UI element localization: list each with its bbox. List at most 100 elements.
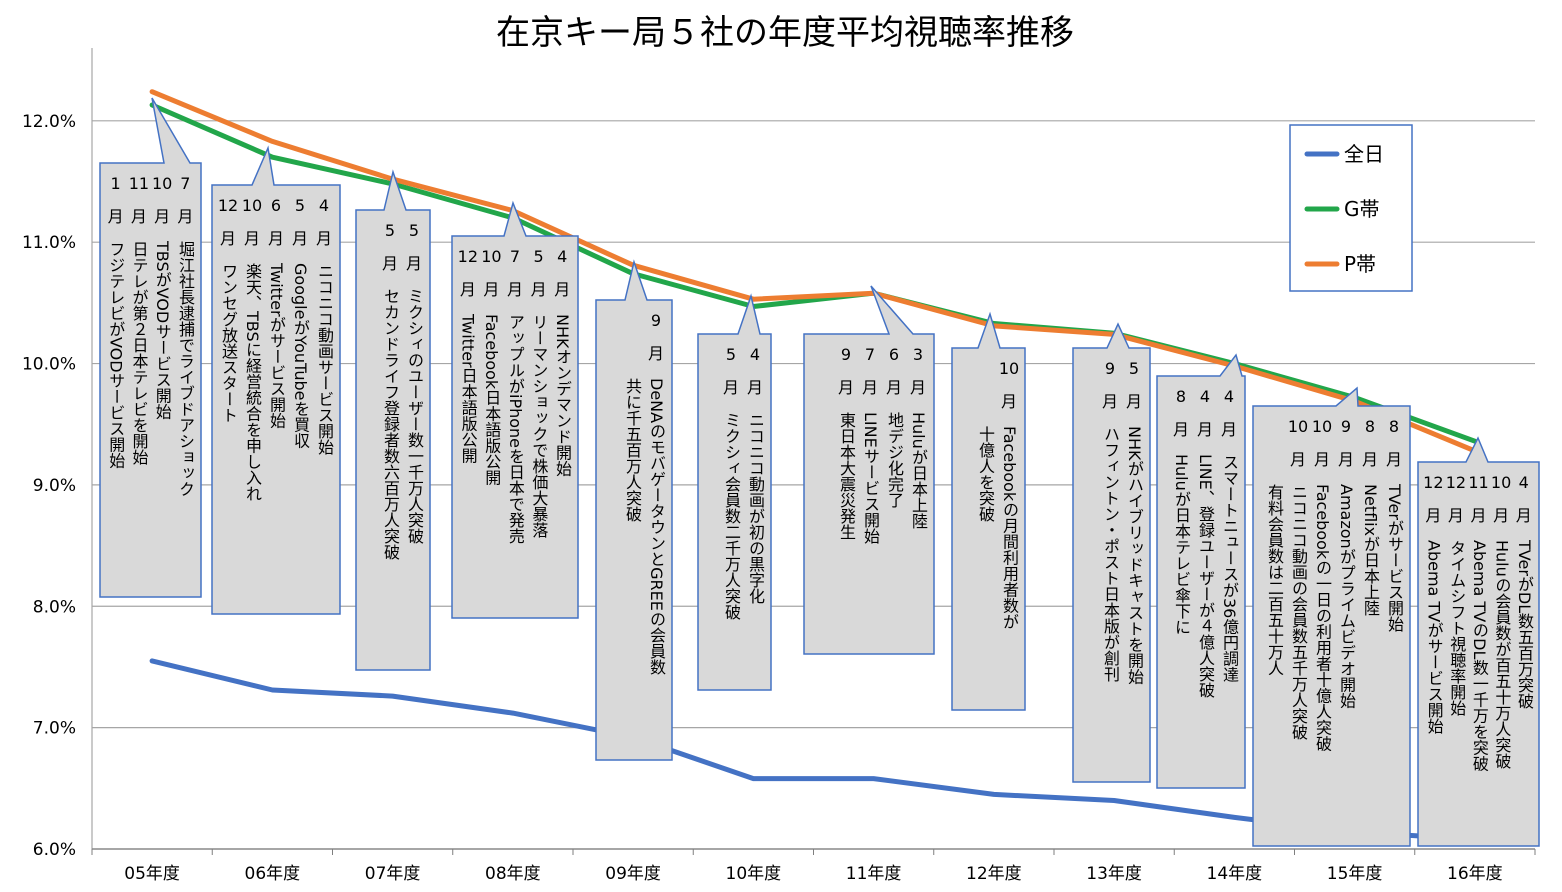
month-unit: 月 xyxy=(507,280,524,299)
month-number: 1 xyxy=(110,174,121,193)
annotation-line: ニコニコ動画サービス開始 xyxy=(315,263,334,455)
y-tick-label: 8.0% xyxy=(33,597,76,617)
month-unit: 月 xyxy=(107,207,124,226)
annotation-box xyxy=(211,145,341,615)
annotation-text: Facebookの月間利用者数が 十億人を突破 xyxy=(973,426,1021,629)
month-number: 12 xyxy=(457,247,478,266)
legend: 全日 G帯 P帯 xyxy=(1289,124,1413,292)
month-number: 5 xyxy=(294,196,306,215)
annotation-months: 4 月 5 月 7 月 10 月 12 月 xyxy=(456,240,574,306)
annotation-line: Facebookの一日の利用者十億人突破 xyxy=(1313,484,1332,752)
month-number: 4 xyxy=(557,247,568,266)
annotation-line: ニコニコ動画の会員数五千万人突破 xyxy=(1289,484,1308,740)
annotation-text: DeNAのモバゲータウンとGREEの会員数 共に千五百万人突破 xyxy=(620,378,668,675)
annotation-line: Facebook日本語版公開 xyxy=(482,314,502,486)
annotation-line: 東日本大震災発生 xyxy=(837,412,856,540)
annotation: 5 月 5 月ミクシィのユーザー数一千万人突破 セカンドライフ登録者数六百万人突破 xyxy=(360,214,426,666)
month-number: 8 xyxy=(1175,387,1187,406)
annotation: 9 月 DeNAのモバゲータウンとGREEの会員数 共に千五百万人突破 xyxy=(600,304,668,756)
annotation-line: TVerがDL数五百万突破 xyxy=(1515,540,1534,710)
month-number: 7 xyxy=(509,247,521,266)
x-tick-label: 05年度 xyxy=(124,864,180,884)
month-number: 11 xyxy=(1468,473,1489,492)
month-unit: 月 xyxy=(885,378,902,397)
month-unit: 月 xyxy=(1172,420,1189,439)
annotation-box xyxy=(451,200,579,619)
month-unit: 月 xyxy=(243,229,260,248)
x-tick-label: 14年度 xyxy=(1207,864,1263,884)
month-unit: 月 xyxy=(1515,506,1532,525)
month-number: 4 xyxy=(318,196,330,215)
month-unit: 月 xyxy=(1196,420,1213,439)
month-unit: 月 xyxy=(1385,450,1402,469)
month-unit: 月 xyxy=(483,280,500,299)
annotation-text: ミクシィのユーザー数一千万人突破 セカンドライフ登録者数六百万人突破 xyxy=(378,288,426,560)
month-number: 10 xyxy=(481,247,502,266)
annotation-text: NHKがハイブリッドキャストを開始 ハフィントン・ポスト日本版が創刊 xyxy=(1098,426,1146,685)
annotation-line: Amazonがプライムビデオ開始 xyxy=(1337,484,1356,709)
annotation: 8 月 8 月 9 月 10 月 10 月 TVerがサービス開始 Netflixが日本上陸 Ama… xyxy=(1257,410,1406,842)
month-number: 7 xyxy=(180,174,191,193)
month-unit: 月 xyxy=(405,254,422,273)
annotation: 7 月 10 月 11 月 1 月堀江社長逮捕でライブドアショック TBSがVODサービス開始… xyxy=(104,167,197,593)
month-number: 5 xyxy=(384,221,396,240)
annotation-line: Facebookの月間利用者数が xyxy=(1000,426,1019,630)
y-tick-label: 6.0% xyxy=(33,840,76,860)
y-tick-label: 7.0% xyxy=(33,719,76,739)
month-number: 5 xyxy=(408,221,420,240)
annotation: 5 月 9 月 NHKがハイブリッドキャストを開始 ハフィントン・ポスト日本版が創刊 xyxy=(1077,352,1146,778)
month-number: 11 xyxy=(128,174,150,193)
annotation-box xyxy=(1072,322,1151,783)
annotation-month: 10 月 xyxy=(1286,410,1310,476)
month-number: 10 xyxy=(1287,417,1309,436)
annotation-text: 堀江社長逮捕でライブドアショック TBSがVODサービス開始 日テレが第２日本テ… xyxy=(104,241,197,497)
month-unit: 月 xyxy=(291,229,308,248)
month-unit: 月 xyxy=(909,378,926,397)
month-number: 4 xyxy=(1199,387,1211,406)
month-number: 9 xyxy=(650,311,662,330)
annotation-line: ニコニコ動画が初の黒字化 xyxy=(746,412,765,604)
month-unit: 月 xyxy=(1125,392,1142,411)
month-unit: 月 xyxy=(1447,506,1464,525)
annotation-line: 有料会員数は二百五十万人 xyxy=(1265,484,1284,676)
axes: 6.0% 7.0% 8.0% 9.0% 10.0% 11.0% 12.0% 05年度 06年度 0… xyxy=(22,48,1536,884)
month-unit: 月 xyxy=(1470,506,1487,525)
month-unit: 月 xyxy=(1425,506,1442,525)
annotation-month: 12 月 xyxy=(1445,466,1468,532)
annotation-month: 10 月 xyxy=(1310,410,1334,476)
legend-entry: 全日 xyxy=(1344,142,1384,166)
month-unit: 月 xyxy=(647,344,664,363)
annotation-line: Twitter日本語版公開 xyxy=(458,314,478,464)
annotation-line: 堀江社長逮捕でライブドアショック xyxy=(176,241,195,497)
month-number: 10 xyxy=(151,174,173,193)
month-number: 12 xyxy=(1423,473,1444,492)
month-unit: 月 xyxy=(1337,450,1354,469)
annotation-line: タイムシフト視聴率開始 xyxy=(1447,540,1467,716)
y-tick-label: 12.0% xyxy=(22,112,76,132)
annotation: 3 月 6 月 7 月 9 月 Huluが日本上陸 地デジ化完了 LINEサービス開始 東日本大… xyxy=(808,338,930,650)
annotation-line: 十億人を突破 xyxy=(976,426,995,522)
annotation: 4 月 5 月ニコニコ動画が初の黒字化 ミクシィ会員数二千万人突破 xyxy=(702,338,767,686)
month-number: 9 xyxy=(1104,359,1116,378)
annotation-line: ミクシィ会員数二千万人突破 xyxy=(722,412,741,620)
legend-entry: P帯 xyxy=(1344,252,1376,276)
annotation-months: 7 月 10 月 11 月 1 月 xyxy=(104,167,197,233)
month-number: 12 xyxy=(217,196,239,215)
month-unit: 月 xyxy=(1361,450,1378,469)
annotation-month: 12 月 xyxy=(1422,466,1445,532)
annotation-text: スマートニュースが36億円調達 LINE、登録ユーザーが４億人突破 Huluが日… xyxy=(1169,454,1241,698)
